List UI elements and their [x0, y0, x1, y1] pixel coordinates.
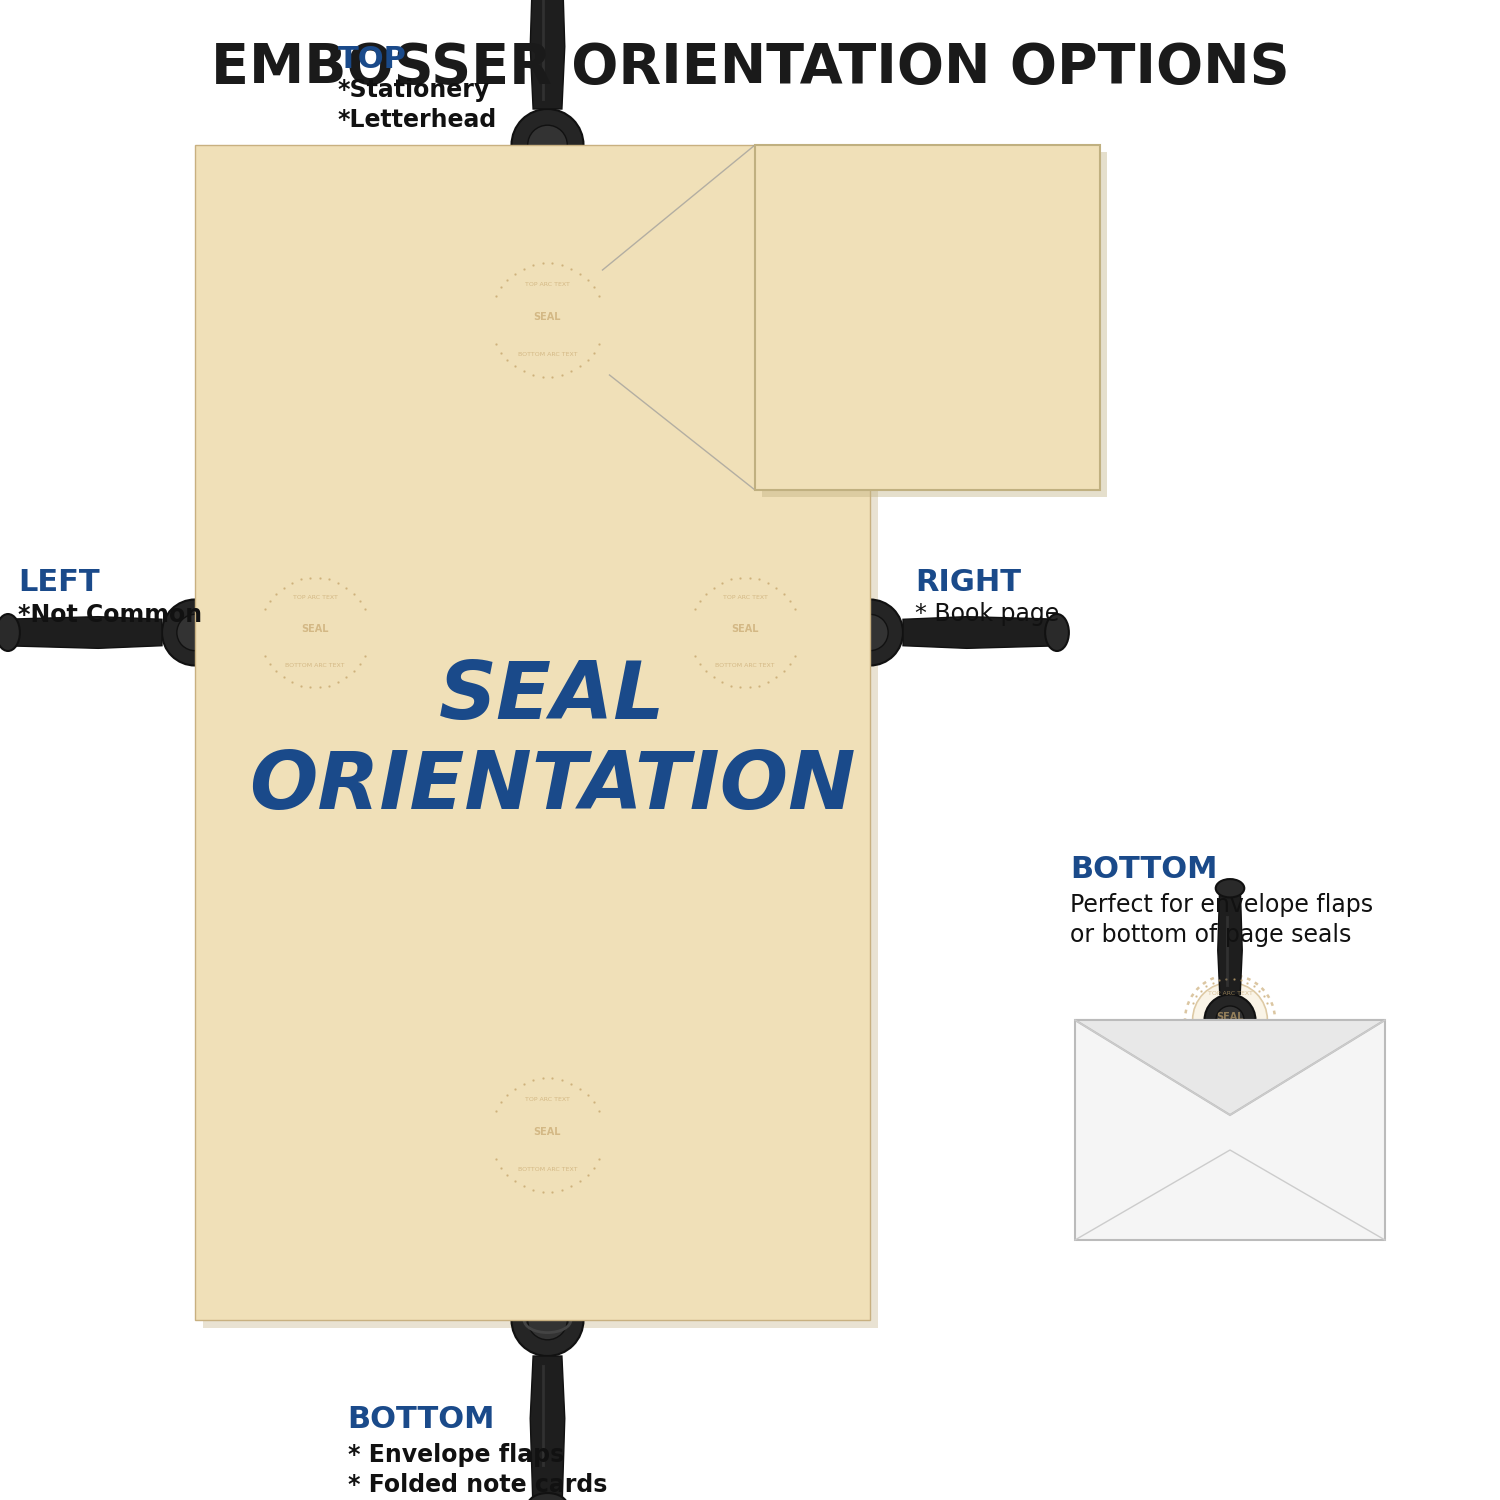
Circle shape	[266, 582, 364, 682]
Text: RIGHT: RIGHT	[915, 568, 1022, 597]
Text: * Folded note cards: * Folded note cards	[348, 1473, 608, 1497]
Text: SEAL: SEAL	[534, 1126, 561, 1137]
FancyBboxPatch shape	[762, 152, 1107, 496]
Text: BOTTOM ARC TEXT: BOTTOM ARC TEXT	[897, 380, 957, 386]
Circle shape	[496, 1083, 598, 1186]
Ellipse shape	[0, 614, 20, 651]
Text: TOP ARC TEXT: TOP ARC TEXT	[1208, 992, 1252, 996]
Polygon shape	[3, 616, 162, 648]
Circle shape	[1204, 994, 1255, 1045]
Text: SEAL: SEAL	[440, 658, 666, 736]
Text: SEAL: SEAL	[1216, 1013, 1243, 1022]
Ellipse shape	[528, 1492, 567, 1500]
Polygon shape	[903, 616, 1062, 648]
Text: *Letterhead: *Letterhead	[338, 108, 496, 132]
Text: SEAL: SEAL	[534, 312, 561, 322]
Polygon shape	[1076, 1020, 1384, 1114]
Text: TOP ARC TEXT: TOP ARC TEXT	[723, 596, 768, 600]
Circle shape	[512, 110, 584, 182]
Text: BOTTOM ARC TEXT: BOTTOM ARC TEXT	[1200, 1042, 1260, 1047]
FancyBboxPatch shape	[1076, 1020, 1384, 1240]
Text: TOP: TOP	[338, 45, 406, 75]
Polygon shape	[530, 0, 566, 110]
Text: TOP ARC TEXT: TOP ARC TEXT	[525, 1096, 570, 1101]
Text: *Stationery: *Stationery	[338, 78, 489, 102]
Circle shape	[528, 124, 567, 165]
Polygon shape	[530, 1356, 566, 1500]
Circle shape	[162, 600, 228, 666]
Ellipse shape	[1215, 879, 1245, 897]
Text: TOP ARC TEXT: TOP ARC TEXT	[525, 282, 570, 286]
Text: * Envelope flaps: * Envelope flaps	[348, 1443, 564, 1467]
Circle shape	[852, 615, 888, 651]
Circle shape	[528, 1300, 567, 1340]
Circle shape	[830, 219, 1026, 416]
Text: BOTTOM ARC TEXT: BOTTOM ARC TEXT	[518, 1167, 578, 1172]
Text: SEAL: SEAL	[302, 624, 328, 634]
Ellipse shape	[1046, 614, 1070, 651]
Text: BOTTOM ARC TEXT: BOTTOM ARC TEXT	[285, 663, 345, 668]
Text: TOP ARC TEXT: TOP ARC TEXT	[292, 596, 338, 600]
Circle shape	[837, 600, 903, 666]
Circle shape	[1216, 1007, 1243, 1034]
Text: SEAL: SEAL	[914, 309, 942, 320]
Text: *Not Common: *Not Common	[18, 603, 203, 627]
Text: BOTTOM: BOTTOM	[1070, 855, 1218, 885]
Text: Perfect for envelope flaps: Perfect for envelope flaps	[1070, 892, 1372, 916]
Text: * Book page: * Book page	[915, 603, 1059, 627]
Circle shape	[512, 1284, 584, 1356]
Text: EMBOSSER ORIENTATION OPTIONS: EMBOSSER ORIENTATION OPTIONS	[210, 40, 1290, 94]
Text: TOP ARC TEXT: TOP ARC TEXT	[904, 246, 950, 252]
Text: LEFT: LEFT	[18, 568, 99, 597]
FancyBboxPatch shape	[202, 153, 877, 1328]
Text: SEAL: SEAL	[732, 624, 759, 634]
Polygon shape	[1218, 884, 1242, 995]
Text: ORIENTATION: ORIENTATION	[249, 748, 855, 827]
Circle shape	[1192, 982, 1268, 1058]
Text: BOTTOM ARC TEXT: BOTTOM ARC TEXT	[716, 663, 774, 668]
Circle shape	[496, 268, 598, 372]
FancyBboxPatch shape	[754, 146, 1100, 490]
Circle shape	[694, 582, 795, 682]
Text: or bottom of page seals: or bottom of page seals	[1070, 922, 1352, 946]
Text: BOTTOM ARC TEXT: BOTTOM ARC TEXT	[518, 351, 578, 357]
Text: BOTTOM: BOTTOM	[348, 1406, 495, 1434]
Circle shape	[177, 615, 213, 651]
FancyBboxPatch shape	[195, 146, 870, 1320]
